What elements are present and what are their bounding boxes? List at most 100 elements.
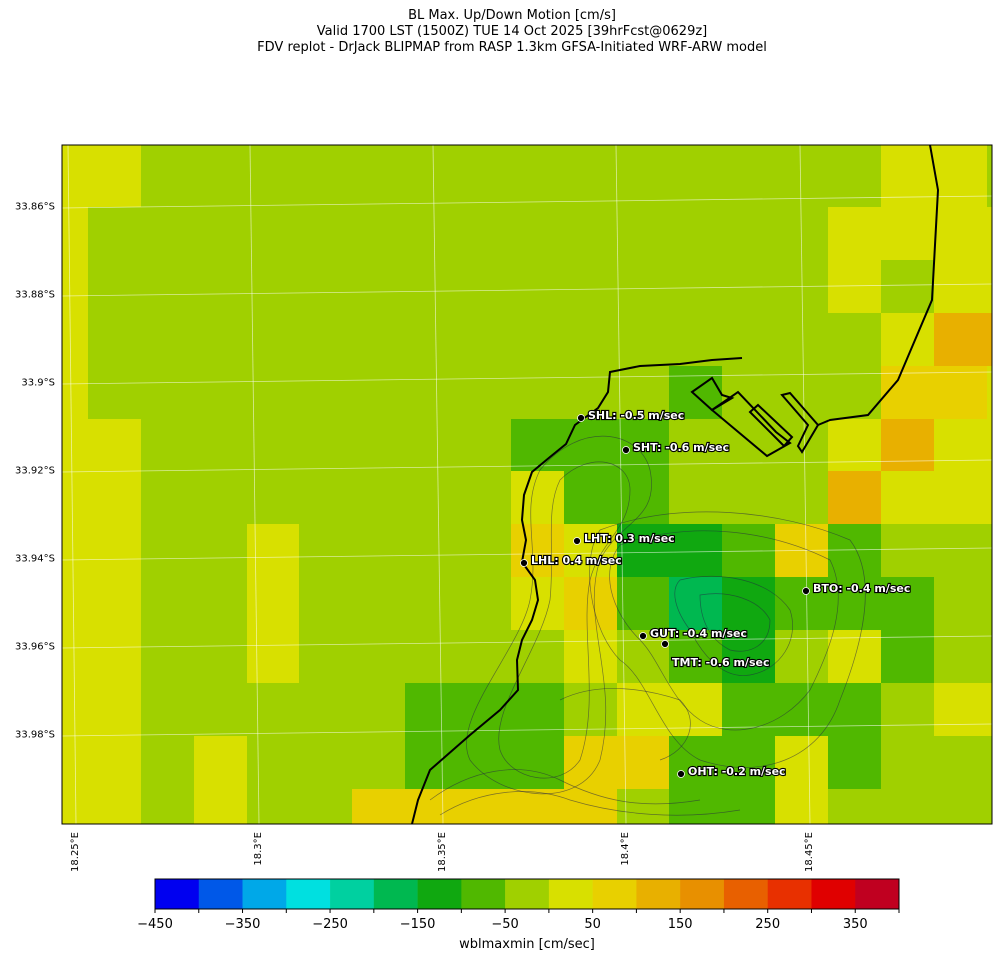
colorbar-label: wblmaxmin [cm/sec] xyxy=(459,937,595,952)
lon-label: 18.35°E xyxy=(437,832,448,872)
grid-cell xyxy=(352,366,406,420)
grid-cell xyxy=(299,683,353,737)
grid-cell xyxy=(987,789,992,824)
station-dot[interactable] xyxy=(577,414,585,422)
grid-cell xyxy=(934,736,988,790)
grid-cell xyxy=(828,577,882,631)
colorbar-swatch xyxy=(636,879,681,909)
station-dot[interactable] xyxy=(802,587,810,595)
station-label: OHT: -0.2 m/sec xyxy=(688,765,786,778)
grid-cell xyxy=(405,524,459,578)
grid-cell xyxy=(458,313,512,367)
colorbar-swatch xyxy=(198,879,243,909)
grid-cell xyxy=(934,471,988,525)
grid-cell xyxy=(617,145,670,208)
grid-cell xyxy=(247,145,300,208)
colorbar-swatch xyxy=(680,879,725,909)
grid-cell xyxy=(62,366,89,420)
grid-cell xyxy=(194,524,248,578)
grid-cell xyxy=(722,313,776,367)
grid-cell xyxy=(987,577,992,631)
grid-cell xyxy=(352,736,406,790)
grid-cell xyxy=(881,366,935,420)
colorbar-swatch xyxy=(548,879,593,909)
grid-cell xyxy=(669,313,723,367)
grid-cell xyxy=(141,577,195,631)
grid-cell xyxy=(88,471,142,525)
grid-cell xyxy=(352,145,406,208)
grid-cell xyxy=(722,471,776,525)
colorbar-tick-label: −250 xyxy=(312,917,348,932)
grid-cell xyxy=(669,207,723,261)
grid-cell xyxy=(669,419,723,472)
grid-cell xyxy=(141,419,195,472)
grid-cell xyxy=(934,419,988,472)
grid-cell xyxy=(458,736,512,790)
grid-cell xyxy=(141,313,195,367)
station-dot[interactable] xyxy=(520,559,528,567)
grid-cell xyxy=(141,789,195,824)
station-dot[interactable] xyxy=(622,446,630,454)
grid-cell xyxy=(88,419,142,472)
grid-cell xyxy=(881,630,935,684)
grid-cell xyxy=(88,313,142,367)
chart-title: BL Max. Up/Down Motion [cm/s] xyxy=(408,8,616,23)
grid-cell xyxy=(617,789,670,824)
grid-cell xyxy=(88,577,142,631)
colorbar-swatch xyxy=(723,879,769,909)
grid-cell xyxy=(88,789,142,824)
grid-cell xyxy=(352,471,406,525)
grid-cell xyxy=(775,683,829,737)
grid-cell xyxy=(722,789,776,824)
grid-cell xyxy=(88,260,142,314)
grid-cell xyxy=(299,630,353,684)
colorbar-swatch xyxy=(286,879,331,909)
grid-cell xyxy=(881,789,935,824)
grid-cell xyxy=(405,313,459,367)
grid-cell xyxy=(62,630,89,684)
grid-cell xyxy=(247,789,300,824)
grid-cell xyxy=(511,736,565,790)
grid-cell xyxy=(352,789,406,824)
station-dot[interactable] xyxy=(639,632,647,640)
grid-cell xyxy=(775,145,829,208)
station-label: SHT: -0.6 m/sec xyxy=(633,441,729,454)
grid-cell xyxy=(405,577,459,631)
grid-cell xyxy=(617,260,670,314)
grid-cell xyxy=(247,419,300,472)
graticule xyxy=(62,145,992,824)
grid-cell xyxy=(405,207,459,261)
grid-cell xyxy=(352,630,406,684)
grid-cell xyxy=(564,145,618,208)
station-dot[interactable] xyxy=(661,640,669,648)
grid-cell xyxy=(194,577,248,631)
station-dot[interactable] xyxy=(573,537,581,545)
grid-cell xyxy=(722,577,776,631)
grid-cell xyxy=(141,145,195,208)
station-dot[interactable] xyxy=(677,770,685,778)
grid-cell xyxy=(299,366,353,420)
grid-cell xyxy=(194,471,248,525)
lon-label: 18.3°E xyxy=(253,832,264,866)
grid-cell xyxy=(405,683,459,737)
grid-cell xyxy=(987,313,992,367)
grid-cell xyxy=(405,630,459,684)
grid-cell xyxy=(511,366,565,420)
grid-cell xyxy=(458,524,512,578)
colorbar-swatch xyxy=(855,879,900,909)
grid-cell xyxy=(247,260,300,314)
grid-cell xyxy=(458,789,512,824)
grid-cell xyxy=(62,313,89,367)
grid-cell xyxy=(247,577,300,631)
grid-cell xyxy=(88,736,142,790)
coastline xyxy=(411,145,940,824)
station-label: BTO: -0.4 m/sec xyxy=(813,582,910,595)
grid-cell xyxy=(141,471,195,525)
grid-cell xyxy=(511,313,565,367)
grid-cell xyxy=(141,630,195,684)
lat-label: 33.96°S xyxy=(15,641,55,653)
grid-cell xyxy=(194,145,248,208)
colorbar-tick-label: 50 xyxy=(584,917,601,932)
colorbar-frame xyxy=(154,878,900,910)
